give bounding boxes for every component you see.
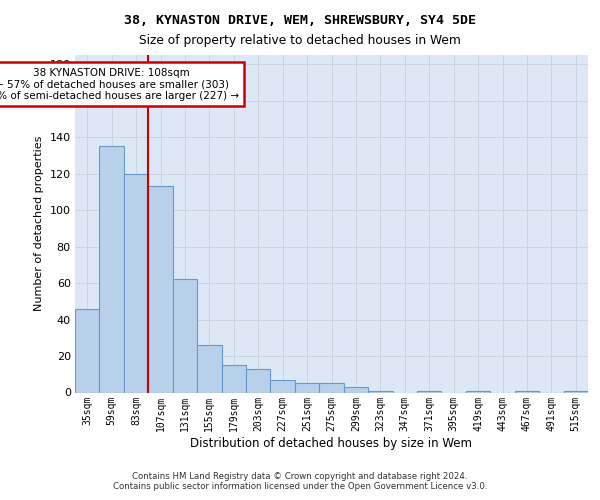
Text: Contains HM Land Registry data © Crown copyright and database right 2024.
Contai: Contains HM Land Registry data © Crown c…	[113, 472, 487, 491]
Bar	[368, 390, 392, 392]
Bar	[100, 146, 124, 392]
X-axis label: Distribution of detached houses by size in Wem: Distribution of detached houses by size …	[191, 438, 473, 450]
Y-axis label: Number of detached properties: Number of detached properties	[34, 136, 44, 312]
Bar	[173, 280, 197, 392]
Bar	[563, 390, 588, 392]
Bar	[148, 186, 173, 392]
Bar	[344, 387, 368, 392]
Bar	[124, 174, 148, 392]
Text: 38, KYNASTON DRIVE, WEM, SHREWSBURY, SY4 5DE: 38, KYNASTON DRIVE, WEM, SHREWSBURY, SY4…	[124, 14, 476, 27]
Bar	[271, 380, 295, 392]
Bar	[466, 390, 490, 392]
Bar	[295, 384, 319, 392]
Bar	[417, 390, 442, 392]
Bar	[221, 365, 246, 392]
Bar	[319, 384, 344, 392]
Bar	[197, 345, 221, 393]
Bar	[75, 308, 100, 392]
Text: 38 KYNASTON DRIVE: 108sqm
← 57% of detached houses are smaller (303)
42% of semi: 38 KYNASTON DRIVE: 108sqm ← 57% of detac…	[0, 68, 239, 101]
Bar	[246, 369, 271, 392]
Bar	[515, 390, 539, 392]
Text: Size of property relative to detached houses in Wem: Size of property relative to detached ho…	[139, 34, 461, 47]
